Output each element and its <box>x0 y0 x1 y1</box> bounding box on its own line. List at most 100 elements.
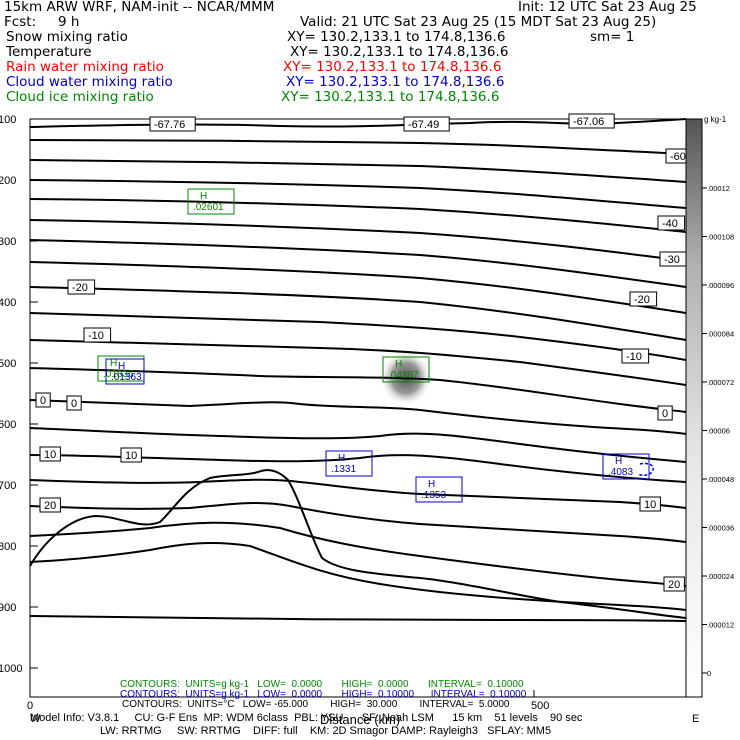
isotherm-label-box <box>149 116 196 132</box>
isotherm-line <box>29 219 687 262</box>
colorbar-tick-label: .000012 <box>707 621 734 630</box>
y-axis: 100 200 300 400 500 600 700 800 900 1000 <box>0 114 38 675</box>
high-box <box>415 476 463 503</box>
high-marker: H <box>110 358 117 369</box>
high-value: .02601 <box>193 202 224 213</box>
isotherm-label-box <box>568 113 615 129</box>
isotherm-label: 20 <box>44 500 56 512</box>
high-value: .01363 <box>111 372 142 383</box>
isotherm-label: -60 <box>670 151 686 163</box>
endpoint-east: E <box>692 713 699 725</box>
isotherm-label-box <box>663 576 685 592</box>
field-name-temperature: Temperature <box>6 44 92 60</box>
isotherm-label: 0 <box>40 395 46 407</box>
high-box <box>602 453 650 480</box>
model-title: 15km ARW WRF, NAM-init -- NCAR/MMM <box>4 0 275 15</box>
model-info-line1: Model Info: V3.8.1 CU: G-F Ens MP: WDM 6… <box>30 712 583 724</box>
isotherm-label-box <box>67 279 96 295</box>
isotherm-label-box <box>657 215 686 231</box>
model-info-line2: LW: RRTMG SW: RRTMG DIFF: full KM: 2D Sm… <box>100 725 551 737</box>
contour-info-temperature: CONTOURS: UNITS=°C LOW= -65.000 HIGH= 30… <box>122 699 510 710</box>
high-value: .4083 <box>608 467 633 478</box>
field-name-snow: Snow mixing ratio <box>6 29 128 45</box>
isotherms <box>29 118 687 611</box>
isotherm-label: -67.06 <box>573 116 604 128</box>
surface-line <box>29 615 687 622</box>
high-box <box>105 358 145 385</box>
colorbar-tick-label: 0 <box>707 669 711 678</box>
fcst-value: 9 h <box>58 14 80 30</box>
x-tick-label: 0 <box>27 700 33 712</box>
fcst-label: Fcst: <box>4 14 37 30</box>
isotherm-line <box>29 312 687 361</box>
high-marker: H <box>338 453 345 464</box>
isotherm-line <box>29 478 687 509</box>
y-tick-label: 700 <box>0 480 16 492</box>
endpoint-west: W <box>30 713 41 725</box>
y-tick-label: 300 <box>0 236 16 248</box>
field-xy-temperature: XY= 130.2,133.1 to 174.8,136.6 <box>290 44 509 60</box>
x-tick-label: 500 <box>531 700 549 712</box>
y-tick-label: 200 <box>0 175 16 187</box>
isotherm-label: -20 <box>634 294 650 306</box>
isotherm-label-box <box>120 447 142 463</box>
high-marker: H <box>615 456 622 467</box>
isotherm-line <box>29 159 687 183</box>
colorbar-tick-label: .00006 <box>707 427 730 436</box>
field-name-cloud-water: Cloud water mixing ratio <box>6 74 173 90</box>
y-tick-label: 400 <box>0 297 16 309</box>
isotherm-label-box <box>39 446 61 462</box>
y-tick-label: 1000 <box>0 663 22 675</box>
isotherm-label-box <box>83 327 112 343</box>
isotherm-line <box>29 367 687 413</box>
colorbar-tick-label: .000096 <box>707 281 734 290</box>
isotherm-label: 0 <box>662 408 668 420</box>
colorbar-unit: g kg-1 <box>704 115 727 124</box>
field-xy-cloud-water: XY= 130.2,133.1 to 174.8,136.6 <box>286 74 505 90</box>
high-marker: H <box>395 359 402 370</box>
y-tick-label: 600 <box>0 419 16 431</box>
high-value: .1353 <box>421 490 446 501</box>
high-value: .01836 <box>103 369 134 380</box>
isotherm-line <box>29 286 687 341</box>
colorbar-tick-label: .000024 <box>707 572 734 581</box>
isotherm-label: -67.76 <box>154 119 185 131</box>
contour-info-ice: CONTOURS: UNITS=g kg-1 LOW= 0.0000 HIGH=… <box>120 679 524 690</box>
isotherm-label-box <box>629 291 658 307</box>
isotherm-label: 10 <box>644 499 656 511</box>
colorbar <box>685 118 703 698</box>
isotherm-line <box>29 261 687 314</box>
isotherm-line <box>29 239 687 288</box>
smoothing-setting: sm= 1 <box>590 29 635 45</box>
terrain-surface <box>29 469 687 619</box>
field-xy-rain: XY= 130.2,133.1 to 174.8,136.6 <box>283 59 502 75</box>
high-box <box>325 450 373 477</box>
isotherm-line <box>29 521 687 587</box>
isotherm-line <box>29 427 687 463</box>
y-tick-label: 500 <box>0 358 16 370</box>
contour-info-water: CONTOURS: UNITS=g kg-1 LOW= 0.0000 HIGH=… <box>120 689 527 700</box>
field-name-cloud-ice: Cloud ice mixing ratio <box>6 89 154 105</box>
isotherm-label: -40 <box>662 218 678 230</box>
isotherm-label: 20 <box>668 579 680 591</box>
temperature-labels: -67.76 -67.49 -67.06 -60 -40 -30 -20 -20 -10 -10 0… <box>35 113 694 592</box>
isotherm-line <box>29 339 687 386</box>
isotherm-label-box <box>35 392 51 408</box>
colorbar-ticks: .00012 .000108 .000096 .000084 .000072 .00006… <box>702 184 734 678</box>
colorbar-tick-label: .000084 <box>707 330 734 339</box>
high-marker: H <box>200 191 207 202</box>
cloud-water-contour <box>637 462 654 477</box>
x-axis-label: Distance (km) <box>320 712 400 727</box>
field-name-rain: Rain water mixing ratio <box>6 59 164 75</box>
isotherm-label: 0 <box>71 398 77 410</box>
x-axis: 0 500 <box>27 690 549 712</box>
field-xy-cloud-ice: XY= 130.2,133.1 to 174.8,136.6 <box>281 89 500 105</box>
isotherm-label-box <box>39 497 61 513</box>
isotherm-line <box>29 454 687 483</box>
isotherm-label-box <box>66 395 82 411</box>
high-value: .1331 <box>331 464 356 475</box>
isotherm-label-box <box>657 405 673 421</box>
isotherm-line <box>29 542 687 611</box>
isotherm-line <box>29 399 687 435</box>
